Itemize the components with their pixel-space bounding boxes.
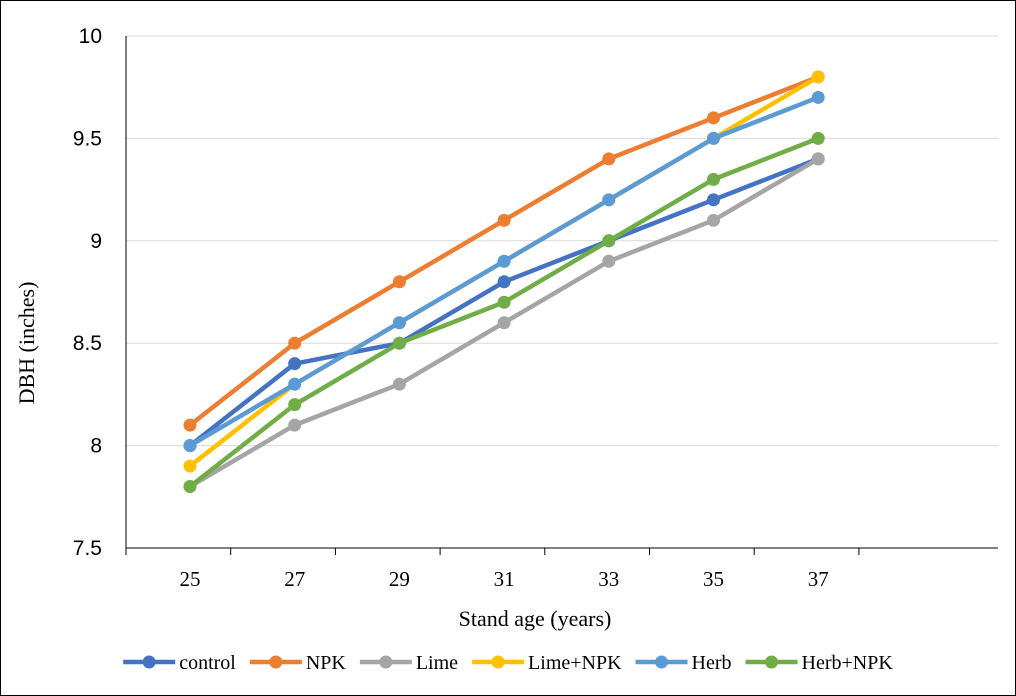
data-point-herb-npk	[392, 336, 406, 350]
data-point-npk	[288, 336, 302, 350]
series-herb-npk	[183, 131, 825, 494]
legend-swatch-marker	[765, 655, 779, 669]
data-point-lime	[392, 377, 406, 391]
y-tick-label: 9	[90, 230, 102, 253]
legend-label: Lime	[416, 652, 458, 674]
legend-item-herb-npk: Herb+NPK	[745, 652, 894, 674]
data-point-herb-npk	[602, 234, 616, 248]
data-point-herb-npk	[497, 295, 511, 309]
data-point-lime	[707, 213, 720, 227]
legend-label: control	[179, 652, 236, 674]
series-npk	[183, 70, 825, 432]
data-point-npk	[392, 275, 406, 289]
data-point-npk	[497, 213, 511, 227]
data-point-herb-npk	[183, 480, 197, 494]
x-tick-label: 27	[284, 567, 305, 591]
data-point-npk	[707, 111, 720, 125]
legend-label: NPK	[306, 652, 347, 674]
data-point-control	[707, 193, 720, 207]
axes	[125, 36, 998, 555]
x-tick-label: 31	[494, 567, 515, 591]
x-tick-label: 37	[808, 567, 829, 591]
y-tick-label: 8.5	[73, 332, 102, 355]
x-tick-label: 33	[598, 567, 619, 591]
data-point-lime	[602, 254, 616, 268]
x-tick-labels: 25 27 29 31 33 35 37	[180, 567, 829, 591]
legend-swatch-marker	[491, 655, 505, 669]
legend-swatch-marker	[655, 655, 669, 669]
legend-label: Herb+NPK	[802, 652, 894, 674]
legend-item-control: control	[123, 652, 236, 674]
y-tick-labels: 7.5 8 8.5 9 9.5 10	[73, 25, 102, 560]
legend-item-herb: Herb	[635, 652, 732, 674]
data-point-lime-npk	[811, 70, 825, 84]
y-tick-label: 8	[90, 435, 102, 458]
series-lime	[183, 152, 825, 494]
legend-swatch-marker	[379, 655, 393, 669]
legend-swatch-marker	[142, 655, 156, 669]
data-point-herb	[811, 90, 825, 104]
data-point-lime	[811, 152, 825, 166]
y-tick-label: 7.5	[73, 537, 102, 560]
data-point-herb-npk	[811, 131, 825, 145]
x-axis-title: Stand age (years)	[459, 606, 612, 631]
y-tick-label: 9.5	[73, 127, 102, 150]
data-point-lime-npk	[183, 459, 197, 473]
y-tick-label: 10	[79, 25, 102, 48]
gridlines	[126, 35, 998, 447]
series-herb	[183, 90, 825, 453]
data-point-control	[497, 275, 511, 289]
data-point-herb	[497, 254, 511, 268]
data-point-herb-npk	[288, 398, 302, 412]
legend-item-npk: NPK	[249, 652, 347, 674]
legend-item-lime-npk: Lime+NPK	[472, 652, 622, 674]
x-tick-label: 35	[703, 567, 724, 591]
legend: control NPK Lime Lime+NPK Herb Herb+NPK	[123, 652, 893, 674]
data-point-lime	[497, 316, 511, 330]
legend-label: Herb	[692, 652, 732, 674]
data-point-lime	[288, 418, 302, 432]
series-group	[183, 70, 825, 494]
legend-swatch-marker	[269, 655, 283, 669]
data-point-herb	[602, 193, 616, 207]
y-axis-title: DBH (inches)	[14, 282, 39, 405]
data-point-herb	[707, 131, 720, 145]
data-point-npk	[602, 152, 616, 166]
legend-item-lime: Lime	[359, 652, 458, 674]
data-point-herb	[183, 439, 197, 453]
x-tick-label: 29	[389, 567, 410, 591]
data-point-control	[288, 357, 302, 371]
data-point-npk	[183, 418, 197, 432]
data-point-herb-npk	[707, 172, 720, 186]
x-tick-label: 25	[180, 567, 201, 591]
series-line-herb-npk	[187, 136, 821, 489]
data-point-herb	[392, 316, 406, 330]
legend-label: Lime+NPK	[528, 652, 622, 674]
data-point-herb	[288, 377, 302, 391]
